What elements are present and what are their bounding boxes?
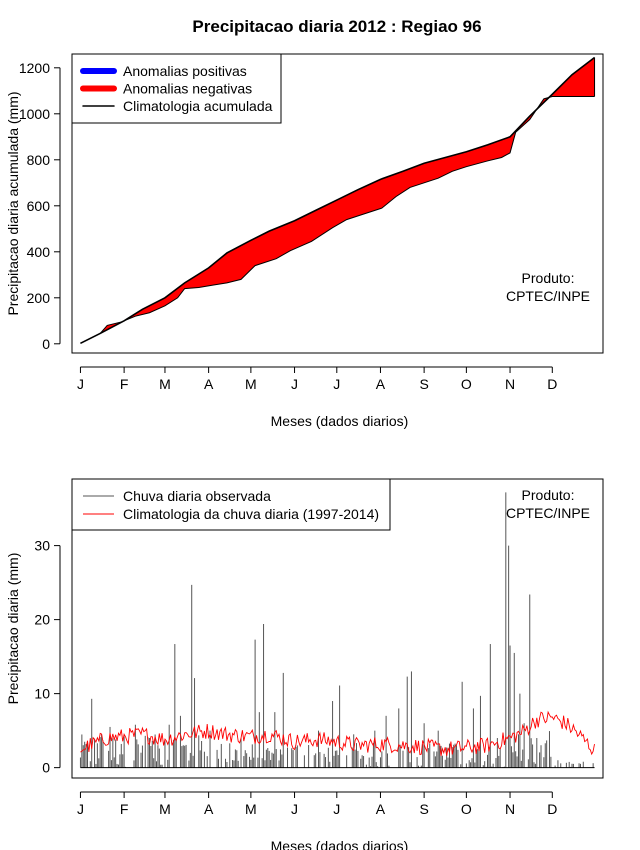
x-tick-label: M bbox=[159, 376, 171, 392]
y-tick-label: 400 bbox=[27, 244, 51, 260]
x-axis-label: Meses (dados diarios) bbox=[271, 413, 409, 429]
x-tick-label: M bbox=[159, 801, 171, 817]
x-tick-label: J bbox=[291, 801, 298, 817]
legend: Chuva diaria observada Climatologia da ch… bbox=[71, 478, 391, 531]
x-tick-label: A bbox=[204, 376, 214, 392]
legend-label: Climatologia da chuva diaria (1997-2014) bbox=[123, 506, 379, 522]
x-tick-label: J bbox=[333, 801, 340, 817]
x-tick-label: J bbox=[333, 376, 340, 392]
x-tick-label: D bbox=[547, 801, 557, 817]
product-annotation: Produto: bbox=[522, 487, 575, 503]
legend-label: Anomalias positivas bbox=[123, 63, 247, 79]
y-tick-label: 0 bbox=[42, 336, 50, 352]
x-tick-label: N bbox=[505, 376, 515, 392]
legend: Anomalias positivas Anomalias negativasCl… bbox=[71, 53, 282, 124]
x-tick-label: D bbox=[547, 376, 557, 392]
legend-label: Chuva diaria observada bbox=[123, 488, 271, 504]
x-tick-label: F bbox=[120, 801, 129, 817]
y-tick-label: 1000 bbox=[19, 106, 50, 122]
x-tick-label: O bbox=[461, 376, 472, 392]
y-tick-label: 1200 bbox=[19, 60, 50, 76]
x-tick-label: O bbox=[461, 801, 472, 817]
x-tick-label: N bbox=[505, 801, 515, 817]
y-tick-label: 800 bbox=[27, 152, 51, 168]
y-axis-label: Precipitacao diaria (mm) bbox=[5, 553, 21, 705]
y-tick-label: 600 bbox=[27, 198, 51, 214]
observed-cumulative-line bbox=[80, 96, 595, 344]
x-tick-label: J bbox=[291, 376, 298, 392]
x-tick-label: J bbox=[77, 801, 84, 817]
y-tick-label: 200 bbox=[27, 290, 51, 306]
y-tick-label: 0 bbox=[42, 760, 50, 776]
legend-box bbox=[71, 478, 391, 531]
x-tick-label: S bbox=[419, 376, 428, 392]
y-tick-label: 20 bbox=[34, 612, 50, 628]
x-axis-label: Meses (dados diarios) bbox=[271, 838, 409, 850]
observed-bars bbox=[79, 492, 594, 768]
x-tick-label: S bbox=[419, 801, 428, 817]
product-annotation: Produto: bbox=[522, 270, 575, 286]
x-tick-label: A bbox=[376, 376, 386, 392]
legend-label: Climatologia acumulada bbox=[123, 98, 273, 114]
climatology-cumulative-line bbox=[80, 56, 596, 345]
climatology-daily-line bbox=[80, 710, 595, 757]
x-tick-label: F bbox=[120, 376, 129, 392]
x-tick-label: J bbox=[77, 376, 84, 392]
x-tick-label: M bbox=[245, 801, 257, 817]
chart-title: Precipitacao diaria 2012 : Regiao 96 bbox=[192, 17, 481, 36]
cumulative-panel: J F M A M J J A S O N D 0 200 400 600 800 1000 1200 Meses (… bbox=[5, 53, 604, 429]
product-annotation: CPTEC/INPE bbox=[506, 505, 590, 521]
x-tick-label: A bbox=[204, 801, 214, 817]
y-tick-label: 30 bbox=[34, 538, 50, 554]
plot-frame bbox=[71, 53, 604, 354]
y-tick-label: 10 bbox=[34, 686, 50, 702]
product-annotation: CPTEC/INPE bbox=[506, 288, 590, 304]
legend-label: Anomalias negativas bbox=[123, 81, 252, 97]
x-tick-label: A bbox=[376, 801, 386, 817]
daily-panel: J F M A M J J A S O N D 0 10 20 30 Meses (dados diarios)… bbox=[5, 478, 604, 850]
y-axis-label: Precipitacao diaria acumulada (mm) bbox=[5, 91, 21, 315]
x-tick-label: M bbox=[245, 376, 257, 392]
